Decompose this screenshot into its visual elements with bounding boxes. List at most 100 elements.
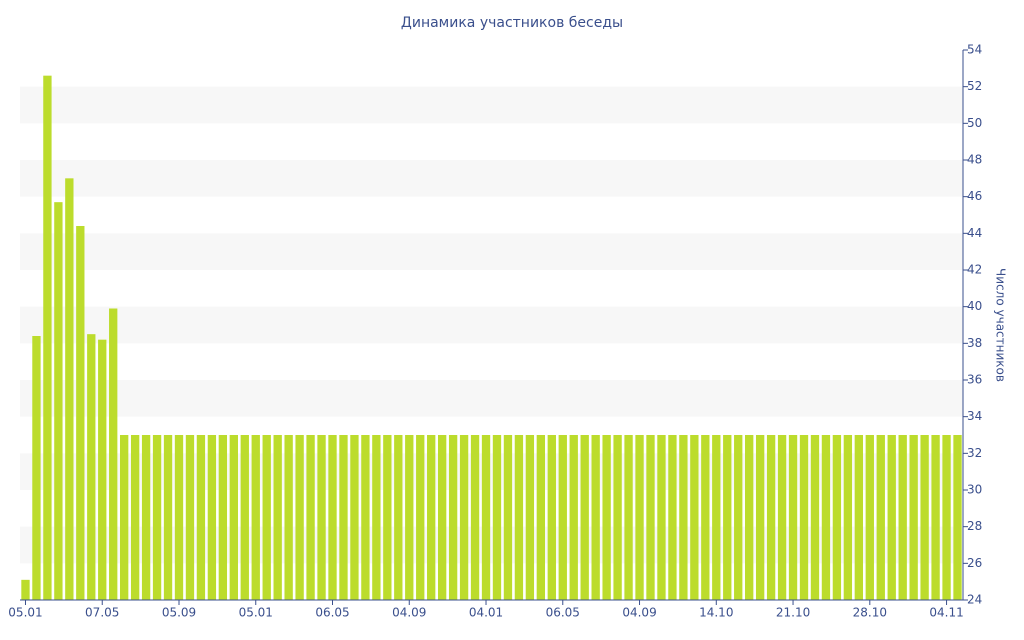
- bar: [339, 435, 348, 600]
- bar: [383, 435, 392, 600]
- bar: [723, 435, 732, 600]
- bar: [130, 435, 140, 600]
- bar: [350, 435, 359, 600]
- bar: [755, 435, 765, 600]
- bar: [602, 435, 611, 600]
- x-tick-label: 04.11: [929, 606, 963, 620]
- grid-band: [20, 160, 963, 197]
- x-tick-label: 14.10: [699, 606, 733, 620]
- y-axis-label: Число участников: [994, 268, 1008, 382]
- bar: [405, 435, 414, 600]
- bar: [525, 435, 535, 600]
- bar: [843, 435, 853, 600]
- bar: [624, 435, 633, 600]
- bar: [317, 435, 326, 600]
- grid-band: [20, 526, 963, 564]
- bar: [810, 435, 820, 600]
- bar: [240, 435, 249, 600]
- y-tick-label: 30: [967, 483, 982, 497]
- grid-band: [20, 453, 963, 490]
- bar: [21, 579, 30, 600]
- bar: [459, 435, 469, 600]
- chart-title: Динамика участников беседы: [401, 15, 623, 31]
- bar: [591, 435, 600, 600]
- x-tick-label: 05.01: [8, 606, 42, 620]
- grid-band: [20, 86, 963, 124]
- bar: [306, 435, 315, 600]
- bar: [174, 435, 184, 600]
- bar: [613, 435, 622, 600]
- bar: [98, 339, 107, 600]
- bar: [152, 435, 162, 600]
- x-tick-label: 07.05: [85, 606, 119, 620]
- x-tick-label: 21.10: [776, 606, 810, 620]
- bar: [207, 435, 217, 600]
- x-tick-label: 06.05: [315, 606, 349, 620]
- grid-band: [20, 380, 963, 417]
- bar: [87, 334, 96, 600]
- bar: [218, 435, 228, 600]
- bar: [821, 435, 831, 600]
- bar: [448, 435, 458, 600]
- x-tick-label: 04.01: [469, 606, 503, 620]
- grid-band: [20, 306, 963, 344]
- bar: [32, 336, 41, 600]
- bar: [196, 435, 206, 600]
- bar: [799, 435, 809, 600]
- y-tick-label: 48: [967, 153, 982, 167]
- bar: [898, 435, 907, 600]
- bar: [635, 435, 644, 600]
- y-tick-label: 32: [967, 446, 982, 460]
- bar: [876, 435, 885, 600]
- bar: [558, 435, 567, 600]
- y-tick-label: 54: [967, 43, 982, 57]
- bar: [569, 435, 578, 600]
- bar: [712, 435, 721, 600]
- grid-band: [20, 233, 963, 270]
- bar: [679, 435, 688, 600]
- y-tick-label: 44: [967, 226, 982, 240]
- bar: [43, 75, 52, 600]
- bar: [361, 435, 370, 600]
- y-tick-label: 46: [967, 189, 982, 203]
- bar: [416, 435, 425, 600]
- bar: [503, 435, 513, 600]
- bar: [734, 435, 743, 600]
- bar: [766, 435, 776, 600]
- x-tick-label: 05.01: [239, 606, 273, 620]
- bar: [909, 435, 918, 600]
- bar: [273, 435, 282, 600]
- y-tick-label: 24: [967, 593, 982, 607]
- y-tick-label: 28: [967, 519, 982, 533]
- bar: [788, 435, 798, 600]
- x-tick-label: 06.05: [546, 606, 580, 620]
- bar: [284, 435, 293, 600]
- bar: [514, 435, 524, 600]
- bar: [251, 435, 260, 600]
- bar: [109, 308, 118, 600]
- y-tick-label: 34: [967, 409, 982, 423]
- x-tick-label: 04.09: [392, 606, 426, 620]
- y-tick-label: 42: [967, 263, 982, 277]
- x-tick-label: 04.09: [622, 606, 656, 620]
- bar: [646, 435, 655, 600]
- bar: [854, 435, 863, 600]
- y-tick-label: 36: [967, 373, 982, 387]
- bar: [295, 435, 304, 600]
- bar: [394, 435, 403, 600]
- bar: [701, 435, 710, 600]
- bar: [887, 435, 896, 600]
- bar: [657, 435, 666, 600]
- bar: [481, 435, 491, 600]
- y-tick-label: 38: [967, 336, 982, 350]
- bar: [832, 435, 842, 600]
- bar: [163, 435, 173, 600]
- bar: [262, 435, 271, 600]
- x-tick-label: 28.10: [853, 606, 887, 620]
- bar: [470, 435, 480, 600]
- bar: [372, 435, 381, 600]
- bar: [668, 435, 677, 600]
- bar: [54, 202, 63, 600]
- bar: [920, 435, 929, 600]
